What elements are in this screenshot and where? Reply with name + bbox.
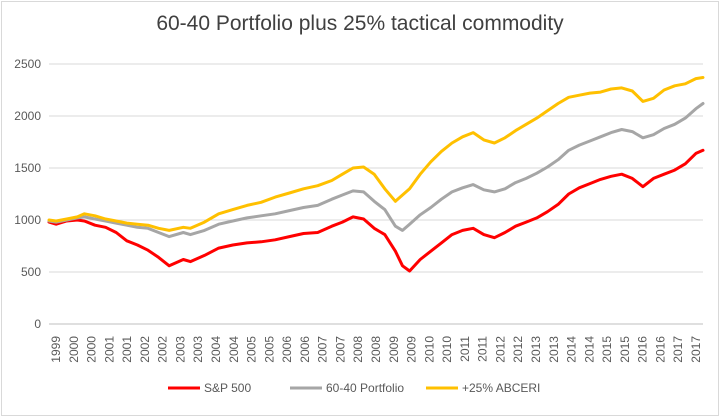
legend: S&P 500 60-40 Portfolio +25% ABCERI [168,381,540,395]
x-tick-label: 2004 [209,336,223,363]
x-axis: 1999 2000 2000 2001 2001 2002 2002 2003 2003 2004… [49,323,703,363]
legend-label: S&P 500 [204,381,251,395]
x-tick-label: 2000 [67,336,81,363]
x-tick-label: 2012 [493,336,507,363]
y-tick-label: 500 [21,265,41,279]
gridlines [49,63,703,325]
x-tick-label: 2008 [369,336,383,363]
x-tick-label: 2006 [298,336,312,363]
x-tick-label: 2017 [689,336,703,363]
x-tick-label: 2003 [191,336,205,363]
legend-label: +25% ABCERI [462,381,540,395]
series-line-0 [47,148,705,273]
x-tick-label: 2001 [102,336,116,363]
series-line-1 [47,102,705,239]
x-tick-label: 2013 [547,336,561,363]
x-tick-label: 2007 [316,336,330,363]
y-tick-label: 2500 [14,57,41,71]
y-tick-label: 2000 [14,109,41,123]
y-tick-label: 1500 [14,161,41,175]
x-tick-label: 2016 [653,336,667,363]
x-tick-label: 2012 [511,336,525,363]
x-tick-label: 2009 [405,336,419,363]
x-tick-label: 2015 [618,336,632,363]
x-tick-label: 2015 [600,336,614,363]
x-tick-label: 2005 [262,336,276,363]
x-tick-label: 2014 [565,336,579,363]
x-tick-label: 2011 [476,336,490,362]
x-tick-label: 2003 [173,336,187,363]
x-tick-label: 2010 [440,336,454,363]
x-tick-label: 2013 [529,336,543,363]
chart-title: 60-40 Portfolio plus 25% tactical commod… [156,12,564,35]
y-tick-label: 1000 [14,213,41,227]
series-line-2 [47,76,705,232]
series-lines [47,76,705,273]
x-tick-label: 2011 [458,336,472,362]
x-tick-label: 2014 [582,336,596,363]
x-tick-label: 2007 [333,336,347,363]
x-tick-label: 2004 [227,336,241,363]
x-tick-label: 2002 [138,336,152,363]
y-tick-label: 0 [34,317,41,331]
x-tick-label: 2002 [156,336,170,363]
x-tick-label: 2016 [636,336,650,363]
x-tick-label: 2017 [671,336,685,363]
x-tick-label: 2000 [85,336,99,363]
x-tick-label: 2001 [120,336,134,363]
y-axis: 0 500 1000 1500 2000 2500 [14,57,41,331]
x-tick-label: 2005 [245,336,259,363]
legend-label: 60-40 Portfolio [326,381,404,395]
x-tick-label: 1999 [49,336,63,363]
x-tick-label: 2009 [387,336,401,363]
x-tick-label: 2008 [351,336,365,363]
x-tick-label: 2006 [280,336,294,363]
x-tick-label: 2010 [422,336,436,363]
